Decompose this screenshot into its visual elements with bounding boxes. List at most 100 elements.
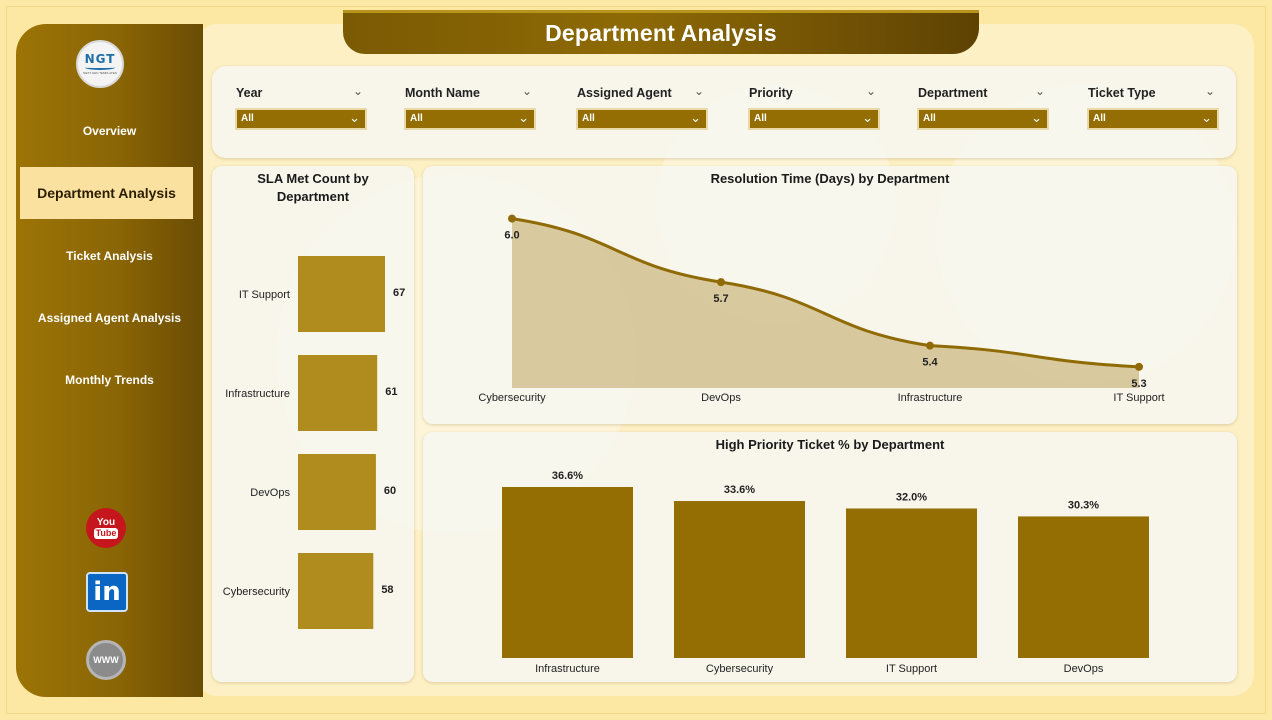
chevron-down-icon: ⌄ [1201,110,1212,125]
filter-assigned-agent: Assigned Agent ⌄ All ⌄ [576,84,708,132]
data-label: 36.6% [552,470,583,482]
chart-title: High Priority Ticket % by Department [715,437,945,452]
priority-bar [502,487,633,658]
x-tick-label: IT Support [886,663,937,675]
chevron-down-icon[interactable]: ⌄ [693,84,704,98]
dropdown-value: All [754,113,767,124]
youtube-icon-text-top: You [96,516,116,528]
x-tick-label: Cybersecurity [478,392,546,404]
youtube-icon-text-bottom: Tube [93,527,119,539]
data-label: 33.6% [724,484,755,496]
chevron-down-icon[interactable]: ⌄ [1204,84,1215,98]
chevron-down-icon[interactable]: ⌄ [865,84,876,98]
sidebar: NGT NEXT GEN TEMPLATES Overview Departme… [16,24,203,697]
filter-department: Department ⌄ All ⌄ [917,84,1049,132]
x-tick-label: Infrastructure [898,392,963,404]
data-label: 5.4 [922,357,938,369]
chevron-down-icon[interactable]: ⌄ [352,84,363,98]
page-title: Department Analysis [545,20,777,46]
priority-dropdown[interactable]: All ⌄ [748,108,880,130]
sidebar-item-monthly-trends[interactable]: Monthly Trends [65,373,154,387]
x-tick-label: IT Support [1113,392,1164,404]
data-point [508,214,516,223]
sidebar-item-overview[interactable]: Overview [82,124,137,138]
data-label: 32.0% [896,491,927,503]
category-label: Cybersecurity [223,586,291,598]
data-label: 60 [384,485,396,497]
category-label: Infrastructure [225,388,290,400]
chevron-down-icon: ⌄ [1031,110,1042,125]
x-tick-label: Infrastructure [535,663,600,675]
filter-label: Month Name [405,86,480,100]
data-label: 5.3 [1131,378,1146,390]
filter-label: Assigned Agent [577,86,672,100]
company-logo: NGT NEXT GEN TEMPLATES [76,40,124,88]
dropdown-value: All [241,113,254,124]
x-tick-label: Cybersecurity [706,663,774,675]
chart-title: Resolution Time (Days) by Department [710,171,950,186]
sidebar-item-department-analysis[interactable]: Department Analysis [20,167,193,219]
dropdown-value: All [1093,113,1106,124]
priority-bar [1018,516,1149,658]
website-globe-icon[interactable]: WWW [86,640,126,680]
chevron-down-icon: ⌄ [518,110,529,125]
month-name-dropdown[interactable]: All ⌄ [404,108,536,130]
data-point [926,341,934,350]
chevron-down-icon: ⌄ [862,110,873,125]
area-fill [512,218,1139,388]
data-label: 6.0 [504,230,519,242]
high-priority-card: High Priority Ticket % by Department 36.… [423,432,1237,682]
dropdown-value: All [923,113,936,124]
category-label: IT Support [239,289,290,301]
year-dropdown[interactable]: All ⌄ [235,108,367,130]
logo-text: NGT [84,52,116,66]
series-line [511,217,1140,369]
filter-month-name: Month Name ⌄ All ⌄ [404,84,536,132]
chevron-down-icon[interactable]: ⌄ [521,84,532,98]
chart-title: SLA Met Count by Department [257,171,369,204]
data-label: 67 [393,287,405,299]
filter-label: Department [918,86,988,100]
chevron-down-icon: ⌄ [349,110,360,125]
department-dropdown[interactable]: All ⌄ [917,108,1049,130]
ticket-type-dropdown[interactable]: All ⌄ [1087,108,1219,130]
category-label: DevOps [250,487,290,499]
youtube-icon[interactable]: You Tube [86,508,126,548]
logo-swoosh [85,65,115,70]
x-tick-label: DevOps [1064,663,1104,675]
filter-label: Year [236,86,263,100]
chevron-down-icon: ⌄ [690,110,701,125]
filter-label: Priority [749,86,793,100]
resolution-time-card: Resolution Time (Days) by Department 6.0… [423,166,1237,424]
sla-bar [298,256,385,332]
filter-year: Year ⌄ All ⌄ [235,84,367,132]
data-point [1135,362,1143,371]
sla-bar [298,553,374,629]
filter-priority: Priority ⌄ All ⌄ [748,84,880,132]
sla-bar [298,355,378,431]
logo-subtext: NEXT GEN TEMPLATES [83,71,117,75]
page-title-banner: Department Analysis [343,10,979,54]
resolution-time-chart: 6.0 Cybersecurity 5.7 DevOps 5.4 Infrastructu… [478,214,1165,404]
linkedin-icon[interactable]: in [86,572,128,612]
dropdown-value: All [410,113,423,124]
sidebar-item-ticket-analysis[interactable]: Ticket Analysis [66,249,153,263]
data-label: 61 [385,386,397,398]
priority-bar [846,508,977,658]
sidebar-item-assigned-agent-analysis[interactable]: Assigned Agent Analysis [37,311,182,325]
sla-met-count-card: SLA Met Count by Department IT Support 67… [212,166,414,682]
x-tick-label: DevOps [701,392,741,404]
chevron-down-icon[interactable]: ⌄ [1034,84,1045,98]
filter-ticket-type: Ticket Type ⌄ All ⌄ [1087,84,1219,132]
filter-panel: Year ⌄ All ⌄ Month Name ⌄ All ⌄ Assigned… [212,66,1236,158]
dropdown-value: All [582,113,595,124]
data-label: 5.7 [713,293,728,305]
data-label: 30.3% [1068,499,1099,511]
data-label: 58 [381,584,393,596]
assigned-agent-dropdown[interactable]: All ⌄ [576,108,708,130]
data-point [717,278,725,287]
sla-met-count-chart: IT Support 67 Infrastructure 61 DevOps 60 Cybe… [223,256,405,629]
filter-label: Ticket Type [1088,86,1156,100]
priority-bar [674,501,805,658]
high-priority-chart: 36.6% Infrastructure 33.6% Cybersecurity 32.… [502,470,1149,675]
